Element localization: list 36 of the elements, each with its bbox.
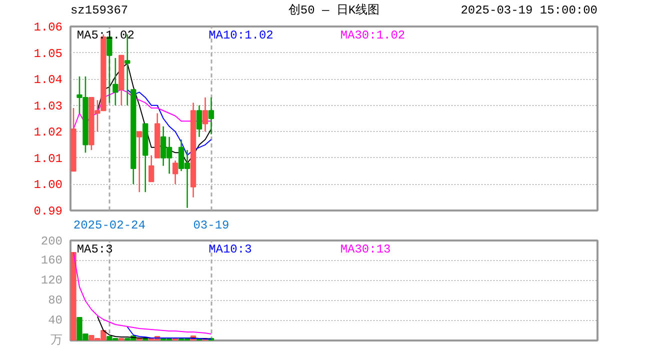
y-tick-label: 0.99 [34,204,63,218]
candlestick [148,154,154,182]
x-tick-label: 2025-02-24 [73,218,146,232]
y-tick-label: 万 [50,334,62,348]
y-tick-label: 200 [40,234,63,248]
y-tick-label: 1.04 [34,73,63,88]
text: sz159367 [70,4,128,18]
y-tick-label: 1.02 [34,126,63,140]
text: MA30:13 [340,242,391,256]
series-label: MA5:1.02 [76,28,134,42]
y-tick-label: 1.05 [34,46,63,61]
line-series [72,252,212,334]
x-tick-label: 03-19 [193,218,230,232]
candlestick [208,96,214,135]
y-tick-label: 1.03 [34,99,63,114]
y-tick-label: 160 [40,254,63,268]
text: MA5:3 [76,242,113,256]
y-tick-label: 1.06 [34,20,63,34]
text: 创50 — 日K线图 [288,4,380,18]
candlestick [202,96,208,132]
line-series [126,89,212,156]
y-tick-label: 40 [48,314,63,328]
candlestick [136,130,142,193]
text: MA10:1.02 [208,28,274,42]
candlestick [112,57,118,106]
candlestick [196,104,202,138]
text: MA10:3 [208,242,252,256]
y-tick-label: 80 [48,294,63,308]
line-series [126,326,212,340]
y-tick-label: 120 [40,274,63,288]
text: MA30:1.02 [340,28,406,42]
y-tick-label: 1.00 [34,178,63,192]
bar [70,252,76,340]
candlestick [172,160,178,185]
y-tick-label: 1.01 [34,152,63,166]
text: 2025-03-19 15:00:00 [460,4,598,18]
